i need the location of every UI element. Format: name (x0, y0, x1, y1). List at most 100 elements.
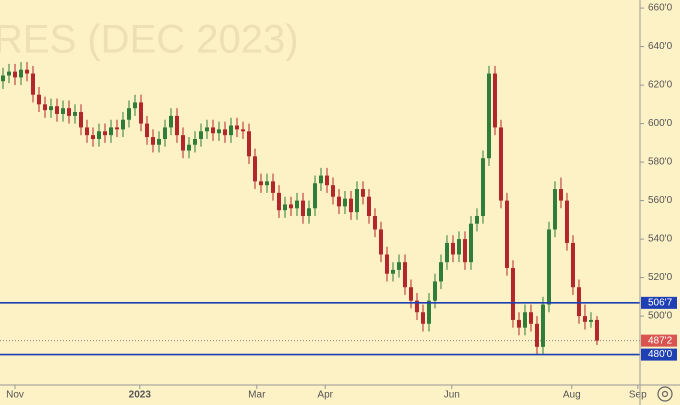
candle-body (66, 108, 71, 116)
candle-body (456, 239, 461, 255)
y-tick-label: 500'0 (648, 311, 673, 322)
settings-button[interactable] (657, 386, 673, 402)
candle-body (438, 262, 443, 282)
candle-body (210, 127, 215, 134)
candle-body (468, 223, 473, 263)
candle-body (12, 71, 17, 78)
candle-body (36, 94, 41, 105)
candle-body (150, 137, 155, 145)
candle-body (588, 319, 593, 322)
candle-body (18, 69, 23, 78)
settings-icon (657, 386, 673, 402)
watermark: RES (DEC 2023) (0, 18, 299, 62)
candle-body (492, 73, 497, 128)
candle-body (378, 229, 383, 255)
y-tick-label: 660'0 (648, 3, 673, 14)
candle-body (318, 175, 323, 184)
candle-body (396, 262, 401, 270)
level-label-box (641, 296, 677, 309)
y-tick-label: 520'0 (648, 272, 673, 283)
candle-body (594, 319, 599, 341)
candle-body (258, 181, 263, 186)
candle-body (138, 102, 143, 124)
candle-body (570, 242, 575, 288)
candle-body (228, 125, 233, 136)
candle-body (360, 189, 365, 197)
candle-body (162, 127, 167, 139)
candle-body (156, 138, 161, 145)
candle-body (408, 287, 413, 301)
candle-body (384, 254, 389, 274)
candle-body (480, 158, 485, 216)
candle-body (414, 300, 419, 313)
level-label: 506'7 (648, 297, 673, 308)
candle-body (558, 189, 563, 201)
candle-body (72, 112, 77, 116)
y-tick-label: 620'0 (648, 80, 673, 91)
candle-body (90, 135, 95, 139)
x-tick-label: Mar (248, 390, 266, 401)
candle-body (144, 123, 149, 138)
candle-body (174, 115, 179, 136)
candle-body (120, 119, 125, 130)
candle-body (96, 131, 101, 139)
candle-body (294, 200, 299, 209)
candle-body (504, 200, 509, 268)
candle-body (390, 269, 395, 274)
candle-body (204, 127, 209, 132)
candle-body (246, 131, 251, 157)
candle-body (306, 208, 311, 216)
candle-body (84, 127, 89, 136)
candle-body (354, 189, 359, 213)
candle-body (342, 198, 347, 207)
y-tick-label: 600'0 (648, 118, 673, 129)
candle-body (426, 300, 431, 324)
candle-body (300, 200, 305, 216)
candle-body (474, 215, 479, 224)
candle-body (234, 125, 239, 130)
level-label: 480'0 (648, 349, 673, 360)
x-tick-label: Jun (444, 390, 460, 401)
candle-body (42, 104, 47, 111)
candle-body (498, 127, 503, 201)
candle-body (48, 106, 53, 111)
candle-body (444, 242, 449, 263)
candle-body (402, 262, 407, 288)
candle-body (540, 304, 545, 347)
candle-body (30, 73, 35, 95)
candle-body (126, 108, 131, 120)
candle-body (186, 144, 191, 151)
candle-body (282, 204, 287, 211)
candle-body (372, 215, 377, 230)
candle-body (348, 198, 353, 213)
candle-body (336, 196, 341, 207)
candle-body (114, 127, 119, 130)
x-tick-label: Sep (629, 390, 647, 401)
last-price-box (641, 334, 677, 347)
candle-body (528, 312, 533, 324)
candle-body (324, 175, 329, 186)
candle-body (462, 239, 467, 263)
x-tick-label: 2023 (129, 390, 152, 401)
y-tick-label: 560'0 (648, 195, 673, 206)
candle-body (522, 312, 527, 328)
candle-body (0, 75, 5, 82)
candle-body (432, 281, 437, 301)
candle-body (264, 181, 269, 186)
last-price-label: 487'2 (648, 335, 673, 346)
candle-body (276, 192, 281, 211)
candle-body (222, 129, 227, 136)
settings-icon-center (661, 390, 669, 398)
level-label-box (641, 348, 677, 361)
candle-body (192, 138, 197, 145)
candle-body (168, 115, 173, 128)
candle-body (102, 131, 107, 136)
candle-body (546, 229, 551, 305)
x-tick-label: Nov (6, 390, 24, 401)
candle-body (6, 71, 11, 76)
candle-body (330, 185, 335, 197)
x-tick-label: Apr (317, 390, 333, 401)
candle-body (510, 267, 515, 320)
candle-body (576, 287, 581, 317)
